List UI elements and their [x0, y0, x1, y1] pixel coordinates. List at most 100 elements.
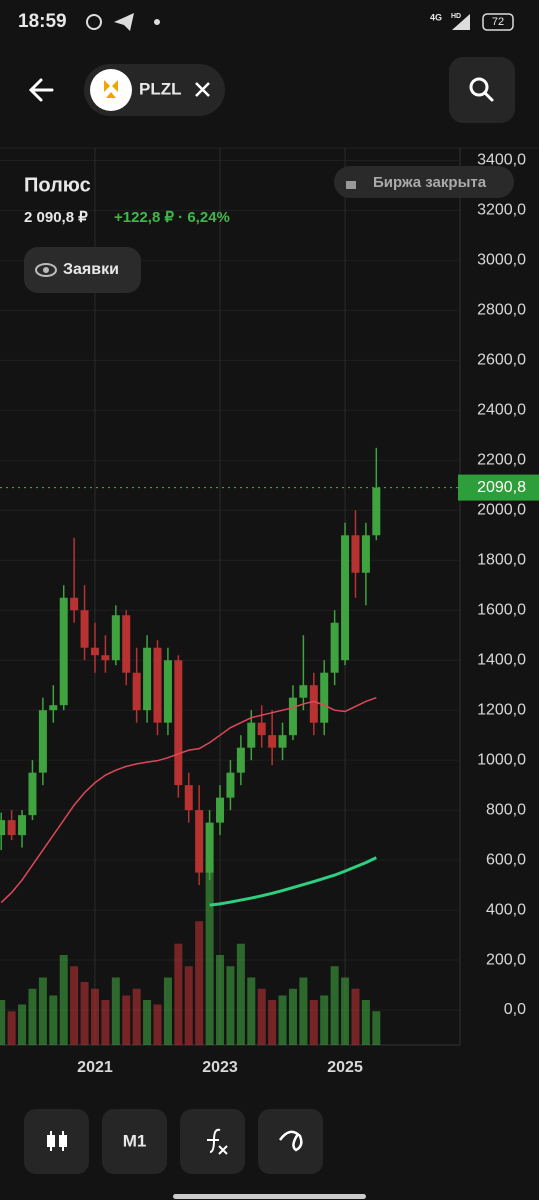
candle-body	[90, 647, 99, 656]
y-tick-label: 3200,0	[477, 202, 526, 219]
y-tick-label: 2600,0	[477, 352, 526, 369]
instrument-name: Полюс	[24, 174, 91, 196]
instrument-price: 2 090,8 ₽	[24, 209, 88, 226]
volume-bar	[184, 966, 193, 1045]
x-tick-label: 2021	[77, 1059, 113, 1076]
last-price-badge	[458, 474, 539, 501]
candle-body	[361, 535, 370, 573]
alarm-icon	[86, 14, 102, 30]
market-status: Биржа закрыта	[373, 174, 487, 191]
market-status-badge	[334, 166, 514, 198]
y-tick-label: 0,0	[504, 1001, 526, 1018]
candle-body	[28, 772, 37, 816]
volume-bar	[0, 1000, 6, 1045]
home-indicator	[173, 1194, 366, 1199]
y-tick-label: 800,0	[486, 801, 526, 818]
candle-body	[299, 685, 308, 698]
candle-body	[216, 797, 225, 823]
notification-dot	[154, 19, 160, 25]
y-tick-label: 2200,0	[477, 452, 526, 469]
y-tick-label: 1000,0	[477, 751, 526, 768]
volume-bar	[320, 995, 329, 1045]
candle-body	[7, 820, 16, 836]
volume-bar	[101, 1000, 110, 1045]
candle-type-button[interactable]	[24, 1109, 89, 1174]
orders-label: Заявки	[63, 261, 119, 278]
volume-bar	[341, 977, 350, 1045]
candle-body	[341, 535, 350, 661]
candle-body	[153, 647, 162, 723]
candle-body	[278, 735, 287, 748]
candle-body	[0, 820, 6, 836]
volume-bar	[163, 977, 172, 1045]
volume-bar	[278, 995, 287, 1045]
indicators-icon	[207, 1128, 228, 1155]
y-tick-label: 3000,0	[477, 252, 526, 269]
candle-body	[247, 722, 256, 748]
candle-body	[320, 672, 329, 723]
search-icon-handle	[483, 91, 494, 102]
y-tick-label: 2000,0	[477, 502, 526, 519]
volume-bar	[299, 977, 308, 1045]
candle-body	[122, 615, 131, 673]
candle-body	[101, 655, 110, 661]
y-tick-label: 1400,0	[477, 651, 526, 668]
indicator-line	[209, 856, 377, 907]
candle-body	[257, 722, 266, 736]
candle-body	[330, 622, 339, 673]
volume-bar	[247, 977, 256, 1045]
x-tick-label: 2023	[202, 1059, 238, 1076]
volume-bar	[153, 1004, 162, 1045]
price-change: +122,8 ₽ · 6,24%	[114, 209, 230, 226]
candle-body	[184, 785, 193, 811]
battery-level: 72	[492, 16, 504, 28]
volume-bar	[143, 1000, 152, 1045]
y-tick-label: 1600,0	[477, 601, 526, 618]
search-button[interactable]	[449, 57, 515, 123]
status-time: 18:59	[18, 11, 67, 32]
indicator-line	[0, 696, 377, 904]
volume-bar	[59, 955, 68, 1045]
candle-icon-body	[47, 1135, 55, 1147]
last-price-label: 2090,8	[477, 479, 526, 496]
candle-body	[59, 597, 68, 706]
interval-button[interactable]	[102, 1109, 167, 1174]
volume-bar	[7, 1011, 16, 1045]
y-tick-label: 3400,0	[477, 152, 526, 169]
drawing-button[interactable]	[258, 1109, 323, 1174]
candle-body	[163, 660, 172, 723]
candle-body	[288, 697, 297, 736]
volume-bar	[70, 966, 79, 1045]
volume-bar	[195, 921, 204, 1045]
indicators-button[interactable]	[180, 1109, 245, 1174]
volume-bar	[351, 988, 360, 1045]
network-type: 4G	[430, 12, 442, 22]
interval-label: M1	[123, 1131, 147, 1150]
chart: 0,0 200,0 400,0 600,0 800,0 1000,0 1200,0 1400,…	[0, 148, 539, 1076]
volume-bar	[122, 995, 131, 1045]
candle-body	[38, 710, 47, 773]
lock-icon	[346, 181, 356, 189]
candle-body	[80, 610, 89, 648]
close-chip[interactable]	[195, 82, 210, 97]
candle-body	[49, 705, 58, 711]
volume-bar	[288, 988, 297, 1045]
candle-body	[111, 615, 120, 661]
y-tick-label: 2800,0	[477, 302, 526, 319]
candle-body	[18, 815, 27, 836]
candle-icon-body	[59, 1135, 67, 1147]
y-tick-label: 2400,0	[477, 402, 526, 419]
volume-bar	[257, 988, 266, 1045]
y-tick-label: 1800,0	[477, 551, 526, 568]
volume-bar	[309, 1000, 318, 1045]
volume-bar	[361, 1000, 370, 1045]
volume-bar	[268, 1000, 277, 1045]
y-tick-label: 1200,0	[477, 701, 526, 718]
volume-bar	[236, 943, 245, 1045]
volume-bar	[111, 977, 120, 1045]
ticker-logo	[90, 69, 132, 111]
orders-button[interactable]	[24, 247, 141, 293]
back-button[interactable]	[28, 78, 54, 102]
